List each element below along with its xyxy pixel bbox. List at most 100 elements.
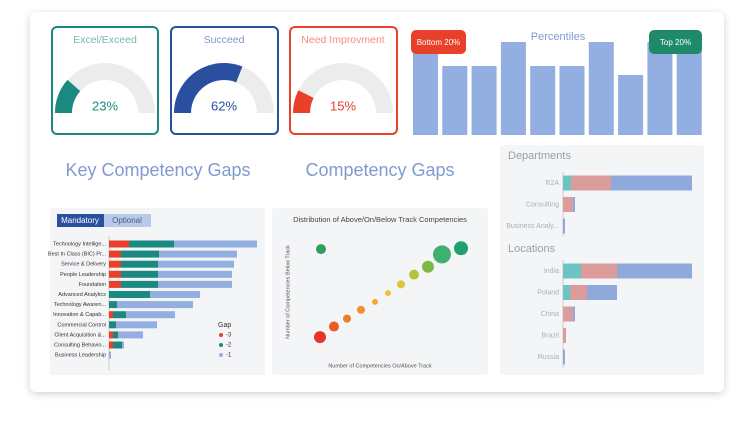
point: [316, 244, 326, 255]
bar-segment: [581, 263, 617, 279]
bar: [559, 66, 585, 135]
bar: [618, 75, 644, 135]
bar: [647, 42, 673, 135]
bar-segment: [109, 240, 129, 248]
annotation: Bottom 20%: [417, 38, 461, 47]
tab[interactable]: [104, 214, 151, 227]
annotation-box: [411, 30, 466, 54]
y-axis-label: Number of Competencies Below Track: [285, 245, 291, 339]
bar-segment: [563, 218, 565, 234]
bar-segment: [121, 250, 159, 258]
gauge-value: [293, 90, 314, 113]
tab[interactable]: [57, 214, 104, 227]
y-tick-label: Business Leadership: [55, 353, 106, 359]
gauge-value: [55, 79, 81, 113]
gauge-label: 15%: [330, 98, 356, 113]
bar-segment: [109, 291, 150, 298]
bar-segment: [122, 341, 124, 349]
bar-segment: [109, 270, 121, 278]
point: [357, 305, 365, 314]
bar-segment: [109, 341, 113, 349]
bar-segment: [109, 331, 113, 339]
bar-segment: [573, 197, 575, 212]
bar-segment: [116, 321, 157, 329]
point: [343, 314, 351, 323]
y-tick-label: Service & Delivery: [61, 262, 106, 268]
gauge-track: [293, 63, 393, 113]
annotation: Top 20%: [660, 38, 691, 47]
chart-title: Percentiles: [531, 31, 586, 43]
y-tick-label: Commercial Control: [57, 322, 106, 328]
bar-segment: [150, 291, 200, 298]
bar: [588, 42, 614, 135]
bar: [442, 66, 468, 135]
bar-segment: [118, 331, 143, 339]
bar-segment: [563, 175, 571, 191]
point: [422, 260, 434, 273]
y-tick-label: India: [544, 268, 559, 275]
y-tick-label: Consulting Behavio...: [54, 342, 106, 348]
gauge-label: 23%: [92, 98, 118, 113]
bar-segment: [109, 351, 111, 359]
bar-segment: [563, 349, 565, 365]
y-tick-label: Russia: [538, 354, 560, 361]
gauge-card: [51, 26, 159, 135]
y-tick-label: People Leadership: [60, 272, 106, 278]
bar-segment: [563, 263, 581, 279]
bar: [413, 42, 438, 135]
point: [397, 280, 405, 289]
bar-segment: [563, 285, 570, 300]
legend-label: -3: [226, 333, 232, 339]
y-tick-label: Client Acquisition &...: [54, 332, 106, 338]
bar: [500, 42, 526, 135]
chart-title: Departments: [508, 150, 571, 162]
bar-segment: [158, 280, 232, 288]
card: [500, 145, 704, 375]
tab-label[interactable]: Optional: [112, 216, 142, 225]
gauge-title: Succeed: [204, 34, 245, 46]
point: [454, 241, 468, 256]
y-tick-label: China: [541, 311, 559, 318]
point: [329, 321, 339, 332]
point: [433, 245, 451, 264]
bar-segment: [570, 285, 587, 300]
legend-swatch: [219, 333, 223, 337]
y-tick-label: Poland: [537, 289, 559, 296]
bar-segment: [109, 321, 116, 329]
bar-segment: [158, 270, 232, 278]
x-axis-label: Number of Competencies On/Above Track: [328, 363, 432, 369]
legend-label: -1: [226, 353, 232, 359]
y-tick-label: Technology Awaren...: [54, 302, 107, 308]
bar-segment: [126, 311, 175, 319]
bar-segment: [174, 240, 257, 248]
bar-segment: [158, 260, 234, 268]
y-tick-label: Best In Class (BIC) Pr...: [48, 252, 107, 258]
chart-title: Locations: [508, 243, 556, 255]
bar-segment: [109, 250, 121, 258]
bar-segment: [129, 240, 174, 248]
heading: Competency Gaps: [305, 160, 454, 180]
bar-segment: [563, 306, 573, 322]
legend-label: -2: [226, 343, 232, 349]
card: [272, 208, 488, 375]
bar-segment: [121, 270, 158, 278]
bar-segment: [573, 306, 575, 322]
bar-segment: [109, 301, 117, 309]
tab-label[interactable]: Mandatory: [61, 216, 99, 225]
bar-segment: [113, 341, 122, 349]
legend-title: Gap: [218, 322, 231, 329]
chart-title: Distribution of Above/On/Below Track Com…: [293, 215, 467, 224]
y-tick-label: Brazil: [541, 332, 559, 339]
bar-segment: [563, 197, 573, 212]
gauge-track: [55, 63, 155, 113]
legend-swatch: [219, 353, 223, 357]
y-tick-label: Business Analy...: [506, 223, 559, 230]
bar: [676, 42, 702, 135]
y-tick-label: Advanced Analytics: [58, 292, 106, 298]
point: [372, 298, 378, 305]
point: [385, 290, 391, 297]
gauge-value: [174, 62, 243, 113]
bar-segment: [587, 285, 617, 300]
gauge-label: 62%: [211, 98, 237, 113]
